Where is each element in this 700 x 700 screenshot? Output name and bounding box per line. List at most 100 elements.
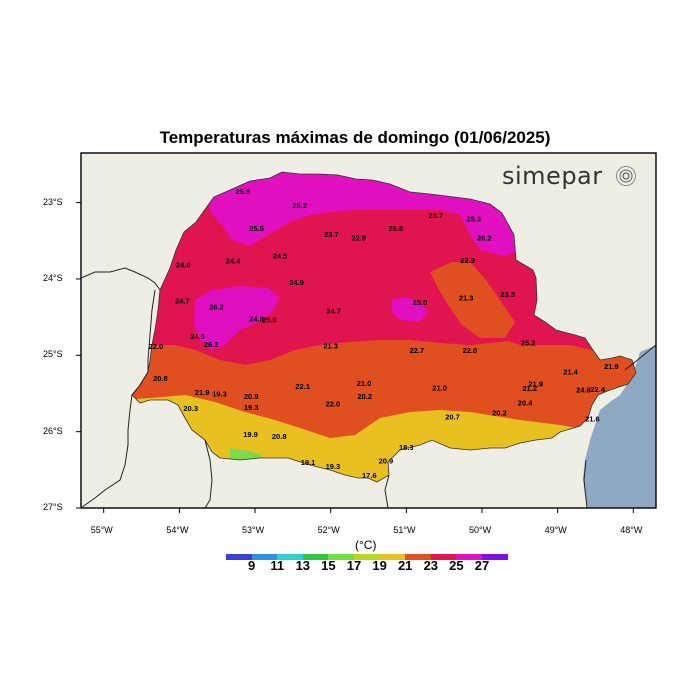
x-tick-label: 52°W [317, 525, 340, 535]
station-value: 19.3 [326, 462, 341, 471]
colorbar-label: 27 [474, 558, 490, 573]
station-value: 25.3 [466, 215, 481, 224]
station-value: 24.8 [249, 315, 264, 324]
colorbar [226, 554, 508, 560]
station-value: 17.6 [362, 471, 377, 480]
station-value: 23.3 [500, 290, 515, 299]
x-tick-label: 53°W [242, 525, 265, 535]
colorbar-label: 21 [397, 558, 413, 573]
signal-icon [616, 166, 636, 186]
station-value: 25.0 [262, 315, 277, 324]
x-tick-label: 49°W [544, 525, 567, 535]
country-borders [81, 267, 656, 508]
x-tick-label: 55°W [90, 525, 113, 535]
station-value: 21.6 [585, 415, 600, 424]
station-value: 24.4 [226, 257, 241, 266]
station-value: 24.7 [326, 306, 341, 315]
colorbar-swatch [328, 554, 354, 560]
colorbar-swatch [353, 554, 380, 560]
station-value: 21.3 [323, 341, 338, 350]
simepar-logo: simepar [502, 162, 603, 190]
station-value: 19.1 [301, 458, 316, 467]
colorbar-swatch [226, 554, 252, 560]
station-value: 22.9 [460, 256, 475, 265]
colorbar-label: 15 [321, 558, 336, 573]
station-value: 21.9 [604, 362, 619, 371]
colorbar-swatch [251, 554, 278, 560]
colorbar-label: 19 [372, 558, 387, 573]
station-value: 20.9 [244, 392, 259, 401]
station-value: 20.2 [492, 409, 507, 418]
x-tick-label: 51°W [393, 525, 416, 535]
colorbar-swatch [302, 554, 329, 560]
station-value: 21.2 [522, 384, 537, 393]
station-value: 25.2 [521, 338, 536, 347]
colorbar-unit-label: (°C) [355, 538, 377, 552]
map-frame [80, 152, 657, 509]
station-value: 21.0 [432, 383, 447, 392]
station-value: 25.5 [236, 187, 251, 196]
station-value: 20.8 [153, 374, 168, 383]
axis-ticks [76, 202, 634, 513]
station-value: 21.9 [195, 388, 210, 397]
colorbar-label: 25 [449, 558, 464, 573]
colorbar-swatch [405, 554, 431, 560]
station-value: 25.2 [292, 201, 307, 210]
station-value: 22.7 [410, 346, 425, 355]
station-value: 22.4 [590, 385, 605, 394]
station-value: 24.9 [289, 278, 304, 287]
station-value: 24.8 [576, 386, 591, 395]
ocean [583, 345, 656, 508]
station-value: 26.2 [204, 340, 219, 349]
colorbar-label: 11 [270, 558, 285, 573]
colorbar-swatch [430, 554, 457, 560]
x-tick-label: 54°W [166, 525, 189, 535]
station-value: 25.8 [388, 224, 403, 233]
station-value: 19.9 [243, 430, 258, 439]
station-value: 22.9 [351, 234, 366, 243]
colorbar-swatch [481, 554, 508, 560]
station-value: 20.9 [379, 457, 394, 466]
station-values: 25.5 25.2 25.5 23.7 22.9 25.8 23.7 25.3 26.2 22.9… [149, 187, 619, 480]
colorbar-label: 23 [423, 558, 439, 573]
station-value: 20.2 [357, 392, 372, 401]
station-value: 18.3 [399, 443, 414, 452]
colorbar-label: 17 [346, 558, 362, 573]
station-value: 20.7 [445, 412, 460, 421]
station-value: 22.0 [463, 346, 478, 355]
station-value: 24.7 [175, 296, 190, 305]
station-value: 21.4 [563, 367, 578, 376]
colorbar-swatch [277, 554, 303, 560]
map-title: Temperaturas máximas de domingo (01/06/2… [159, 128, 551, 147]
y-tick-label: 23°S [43, 196, 63, 207]
station-value: 25.5 [249, 224, 264, 233]
station-value: 21.9 [528, 380, 543, 389]
station-value: 22.1 [295, 382, 310, 391]
y-tick-label: 26°S [43, 425, 63, 436]
station-value: 23.7 [324, 230, 339, 239]
station-value: 21.0 [357, 379, 372, 388]
station-value: 24.5 [273, 251, 288, 260]
x-tick-label: 50°W [468, 525, 492, 535]
station-value: 20.3 [183, 404, 198, 413]
station-value: 20.8 [272, 432, 287, 441]
station-value: 19.3 [212, 390, 227, 399]
station-value: 24.0 [190, 332, 205, 341]
station-value: 25.0 [413, 298, 428, 307]
colorbar-swatch [379, 554, 406, 560]
colorbar-swatch [456, 554, 482, 560]
colorbar-label: 9 [247, 558, 256, 573]
station-value: 19.3 [244, 403, 259, 412]
station-value: 23.7 [428, 211, 443, 220]
station-value: 22.0 [326, 399, 341, 408]
colorbar-label: 13 [295, 558, 311, 573]
station-value: 21.3 [459, 293, 474, 302]
station-value: 22.0 [149, 342, 164, 351]
station-value: 26.2 [209, 303, 224, 312]
y-tick-label: 27°S [43, 502, 63, 512]
station-value: 20.4 [518, 399, 533, 408]
station-value: 24.0 [176, 261, 191, 270]
station-value: 26.2 [477, 234, 492, 243]
x-tick-label: 48°W [620, 525, 643, 535]
